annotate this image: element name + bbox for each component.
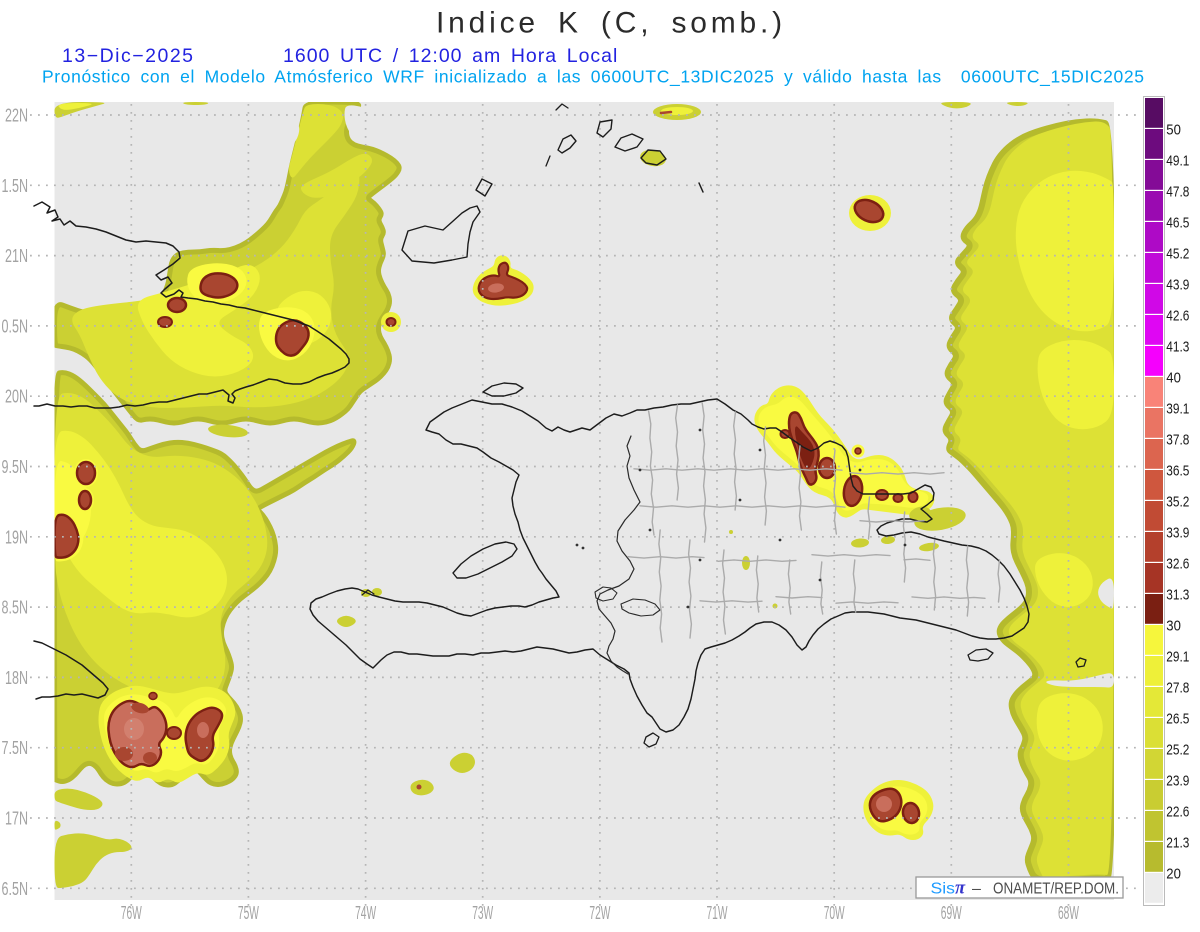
svg-text:1600 UTC / 12:00 am Hora Local: 1600 UTC / 12:00 am Hora Local bbox=[283, 45, 618, 67]
svg-text:42.6: 42.6 bbox=[1166, 307, 1189, 324]
svg-text:36.5: 36.5 bbox=[1166, 462, 1189, 479]
svg-text:37.8: 37.8 bbox=[1166, 431, 1189, 448]
svg-text:22N: 22N bbox=[5, 105, 28, 126]
svg-text:46.5: 46.5 bbox=[1166, 214, 1189, 231]
svg-text:7.5N: 7.5N bbox=[2, 737, 28, 758]
svg-text:27.8: 27.8 bbox=[1166, 679, 1189, 696]
svg-text:43.9: 43.9 bbox=[1166, 276, 1189, 293]
svg-text:22.6: 22.6 bbox=[1166, 803, 1189, 820]
svg-text:75W: 75W bbox=[238, 902, 259, 923]
svg-text:47.8: 47.8 bbox=[1166, 183, 1189, 200]
svg-text:35.2: 35.2 bbox=[1166, 493, 1189, 510]
svg-text:49.1: 49.1 bbox=[1166, 152, 1189, 169]
svg-text:50: 50 bbox=[1166, 121, 1181, 138]
svg-text:40: 40 bbox=[1166, 369, 1181, 386]
svg-text:26.5: 26.5 bbox=[1166, 710, 1189, 727]
svg-text:20N: 20N bbox=[5, 386, 28, 407]
svg-text:19N: 19N bbox=[5, 526, 28, 547]
svg-text:Sisπ–ONAMET/REP.DOM.: Sisπ – ONAMET/REP.DOM. bbox=[931, 879, 1120, 899]
svg-text:8.5N: 8.5N bbox=[2, 597, 28, 618]
svg-text:9.5N: 9.5N bbox=[2, 456, 28, 477]
svg-text:21N: 21N bbox=[5, 245, 28, 266]
svg-text:74W: 74W bbox=[355, 902, 376, 923]
svg-text:1.5N: 1.5N bbox=[2, 175, 28, 196]
svg-text:33.9: 33.9 bbox=[1166, 524, 1189, 541]
svg-text:17N: 17N bbox=[5, 808, 28, 829]
svg-text:70W: 70W bbox=[824, 902, 845, 923]
svg-text:20: 20 bbox=[1166, 865, 1181, 882]
svg-text:31.3: 31.3 bbox=[1166, 586, 1189, 603]
svg-text:30: 30 bbox=[1166, 617, 1181, 634]
svg-text:45.2: 45.2 bbox=[1166, 245, 1189, 262]
svg-text:68W: 68W bbox=[1058, 902, 1079, 923]
svg-text:71W: 71W bbox=[707, 902, 728, 923]
svg-text:Pronóstico con el Modelo Atmo: Pronóstico con el Modelo Atmósferico W… bbox=[42, 67, 1145, 88]
svg-text:13−Dic−2025: 13−Dic−2025 bbox=[62, 45, 195, 67]
svg-text:23.9: 23.9 bbox=[1166, 772, 1189, 789]
svg-text:6.5N: 6.5N bbox=[2, 878, 28, 899]
svg-text:18N: 18N bbox=[5, 667, 28, 688]
svg-text:Indice K (C, somb.): Indice K (C, somb.) bbox=[436, 7, 786, 40]
svg-text:76W: 76W bbox=[121, 902, 142, 923]
svg-text:39.1: 39.1 bbox=[1166, 400, 1189, 417]
svg-text:25.2: 25.2 bbox=[1166, 741, 1189, 758]
svg-text:69W: 69W bbox=[941, 902, 962, 923]
svg-text:21.3: 21.3 bbox=[1166, 834, 1189, 851]
svg-text:29.1: 29.1 bbox=[1166, 648, 1189, 665]
svg-text:0.5N: 0.5N bbox=[2, 315, 28, 336]
svg-text:32.6: 32.6 bbox=[1166, 555, 1189, 572]
svg-text:72W: 72W bbox=[589, 902, 610, 923]
svg-text:41.3: 41.3 bbox=[1166, 338, 1189, 355]
svg-text:73W: 73W bbox=[472, 902, 493, 923]
